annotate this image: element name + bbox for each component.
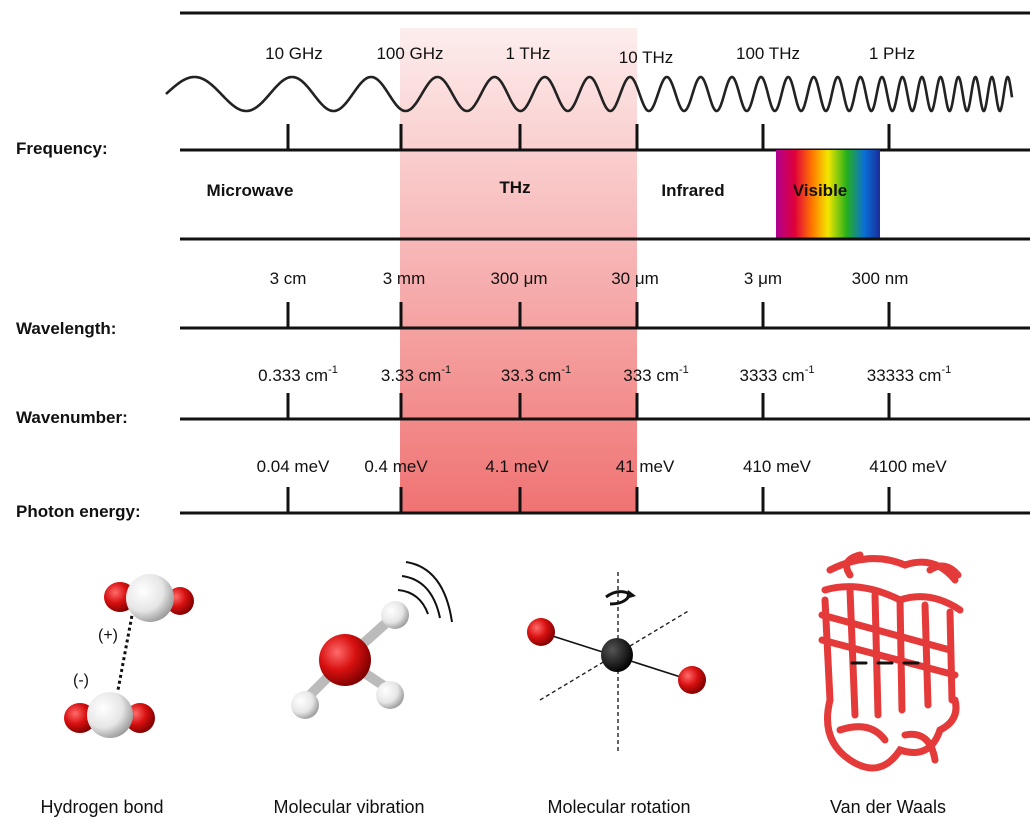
caption-molecular-vibration: Molecular vibration [273, 797, 425, 817]
caption-hydrogen-bond: Hydrogen bond [40, 797, 164, 817]
wn-label-4: 3333 cm-1 [739, 364, 815, 385]
wavelength-row-label: Wavelength: [16, 319, 117, 338]
frequency-ticks [286, 124, 891, 150]
wn-label-2: 33.3 cm-1 [500, 364, 572, 385]
en-label-2: 4.1 meV [485, 457, 549, 476]
wn-label-5: 33333 cm-1 [866, 364, 952, 385]
wl-label-1: 3 mm [382, 269, 426, 288]
wavelength-ticks [286, 302, 891, 328]
en-label-4: 410 meV [742, 457, 812, 476]
en-label-3: 41 meV [615, 457, 675, 476]
caption-molecular-rotation: Molecular rotation [547, 797, 691, 817]
en-label-5: 4100 meV [869, 457, 947, 476]
hbond-plus-label: (+) [98, 627, 118, 644]
band-infrared: Infrared [661, 181, 725, 200]
freq-label-1: 100 GHz [376, 44, 444, 63]
chirp-wave [165, 75, 1014, 113]
wl-label-0: 3 cm [269, 269, 307, 288]
en-label-1: 0.4 meV [364, 457, 428, 476]
wavenumber-ticks [286, 393, 891, 419]
molecular-rotation-illustration [527, 572, 706, 752]
visible-band [776, 150, 880, 239]
wn-label-3: 333 cm-1 [623, 364, 689, 385]
freq-label-4: 100 THz [736, 44, 800, 63]
hbond-minus-label: (-) [73, 672, 89, 689]
frequency-row-label: Frequency: [16, 139, 108, 158]
energy-row-label: Photon energy: [16, 502, 141, 521]
freq-label-2: 1 THz [505, 44, 551, 63]
wn-label-0: 0.333 cm-1 [258, 364, 338, 385]
wavenumber-row-label: Wavenumber: [16, 408, 128, 427]
wn-label-1: 3.33 cm-1 [380, 364, 452, 385]
wl-label-3: 30 μm [611, 269, 659, 288]
wl-label-5: 300 nm [851, 269, 909, 288]
thz-band-highlight [400, 28, 637, 513]
wl-label-2: 300 μm [490, 269, 548, 288]
freq-label-3: 10 THz [618, 48, 674, 67]
caption-van-der-waals: Van der Waals [829, 797, 947, 817]
freq-label-0: 10 GHz [265, 44, 323, 63]
band-thz: THz [499, 178, 531, 197]
band-visible: Visible [792, 181, 848, 200]
energy-ticks [286, 487, 891, 513]
hydrogen-bond-illustration [64, 574, 194, 738]
en-label-0: 0.04 meV [256, 457, 330, 476]
band-microwave: Microwave [206, 181, 294, 200]
wl-label-4: 3 μm [743, 269, 783, 288]
molecular-vibration-illustration [291, 561, 453, 719]
van-der-waals-illustration [818, 551, 964, 772]
freq-label-5: 1 PHz [868, 44, 916, 63]
